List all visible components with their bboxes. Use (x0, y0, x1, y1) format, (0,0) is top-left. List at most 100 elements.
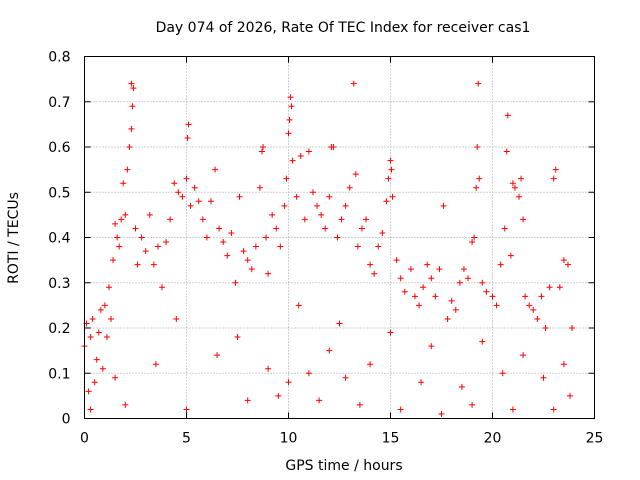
data-point (356, 401, 363, 408)
data-point (503, 148, 510, 155)
data-point (128, 80, 135, 87)
data-point (122, 211, 129, 218)
data-point (418, 379, 425, 386)
data-point (322, 225, 329, 232)
data-point (199, 216, 206, 223)
data-point (552, 166, 559, 173)
data-point (424, 261, 431, 268)
axis-ticks (84, 56, 595, 419)
data-point (287, 94, 294, 101)
y-tick-label: 0.5 (48, 185, 70, 201)
data-point (438, 410, 445, 417)
data-point (103, 334, 110, 341)
data-point (183, 175, 190, 182)
data-point (185, 121, 192, 128)
data-point (428, 343, 435, 350)
data-point (476, 175, 483, 182)
data-point (509, 406, 516, 413)
data-point (297, 153, 304, 160)
data-point (260, 144, 266, 150)
data-point (420, 284, 427, 291)
data-point (142, 248, 149, 255)
data-point (112, 374, 119, 381)
data-point (152, 361, 159, 368)
data-point (191, 184, 198, 191)
data-point (244, 397, 251, 404)
data-point (212, 166, 219, 173)
data-point (501, 225, 508, 232)
data-point (108, 315, 115, 322)
data-point (334, 234, 341, 241)
data-point (397, 406, 404, 413)
y-tick-label: 0.2 (48, 321, 70, 337)
x-axis-label: GPS time / hours (285, 458, 402, 474)
data-point (564, 261, 571, 268)
data-point (367, 361, 374, 368)
data-point (389, 193, 396, 200)
data-point (236, 193, 243, 200)
data-point (171, 180, 178, 187)
y-tick-label: 0.4 (48, 231, 70, 247)
data-point (556, 284, 563, 291)
data-point (154, 243, 161, 250)
data-point (516, 193, 523, 200)
data-point (520, 352, 527, 359)
data-point (452, 306, 459, 313)
data-point (134, 261, 141, 268)
x-tick-label: 25 (586, 431, 604, 447)
y-tick-label: 0 (62, 412, 71, 428)
data-point (379, 229, 386, 236)
data-point (526, 302, 533, 309)
data-point (285, 130, 292, 137)
x-tick-label: 5 (182, 431, 191, 447)
data-point (95, 329, 102, 336)
data-point (530, 306, 537, 313)
data-point (336, 320, 343, 327)
data-point (397, 275, 404, 282)
data-point (234, 334, 241, 341)
data-point (184, 134, 191, 141)
data-point (444, 315, 451, 322)
data-point (138, 234, 145, 241)
data-point (493, 302, 500, 309)
data-point (546, 284, 553, 291)
data-point (293, 193, 300, 200)
data-point (183, 406, 190, 413)
data-point (114, 234, 121, 241)
data-point (224, 252, 231, 259)
data-point (436, 266, 443, 273)
data-point (338, 216, 345, 223)
data-point (126, 144, 133, 150)
data-point (128, 125, 135, 132)
data-point (367, 261, 374, 268)
data-point (375, 243, 382, 250)
data-point (534, 315, 541, 322)
data-point (289, 157, 296, 164)
data-point (428, 275, 435, 282)
data-point (203, 234, 210, 241)
data-point (101, 302, 108, 309)
data-point (187, 202, 194, 209)
data-point (295, 302, 302, 309)
data-point (167, 216, 174, 223)
data-point (393, 257, 400, 264)
data-point (314, 202, 321, 209)
data-point (220, 239, 227, 246)
data-point (87, 334, 94, 341)
data-point (277, 243, 284, 250)
y-tick-label: 0.1 (48, 366, 70, 382)
data-point (383, 198, 390, 205)
data-point (511, 184, 518, 191)
data-point (252, 243, 259, 250)
y-axis-tick-labels: 0 0.1 0.2 0.3 0.4 0.5 0.6 0.7 0.8 (48, 50, 70, 428)
x-tick-label: 15 (382, 431, 400, 447)
data-point (87, 406, 94, 413)
data-point (130, 85, 137, 92)
data-point (522, 293, 529, 300)
y-axis-label: ROTI / TECUs (6, 192, 22, 284)
data-point (411, 293, 418, 300)
data-point (387, 329, 394, 336)
data-point (93, 356, 100, 363)
data-point (465, 275, 472, 282)
